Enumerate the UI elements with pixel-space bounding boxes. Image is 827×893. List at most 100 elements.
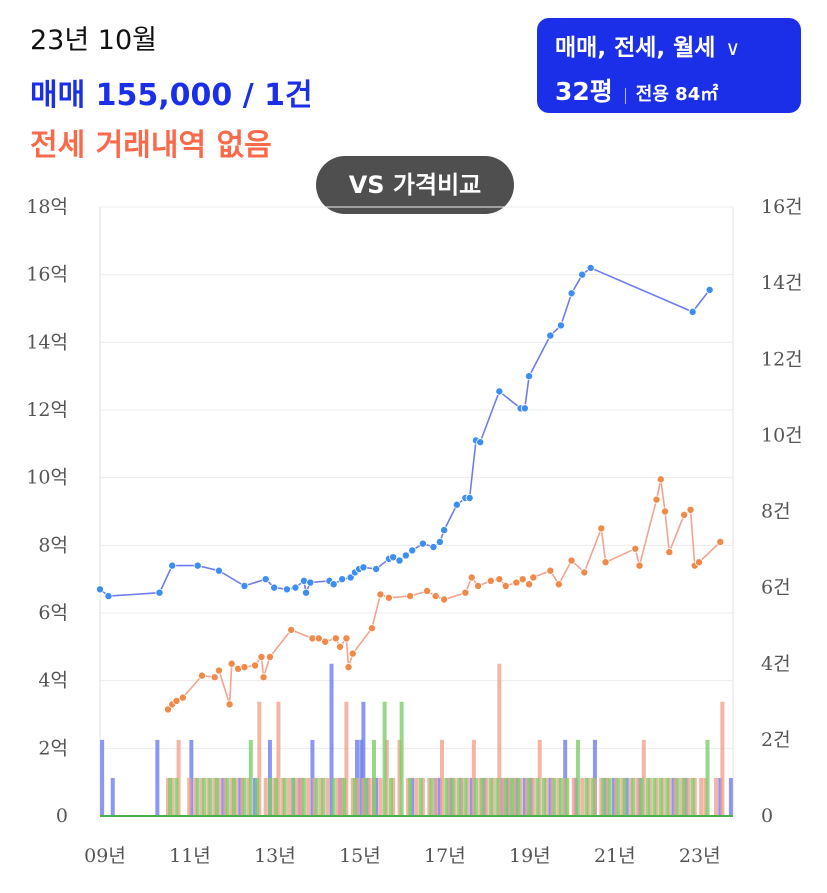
volume-bar	[558, 777, 563, 816]
volume-bar	[206, 777, 211, 816]
volume-bar	[639, 777, 644, 816]
sale-price-point	[395, 556, 404, 565]
x-tick-label: 09년	[84, 845, 126, 867]
volume-bar	[565, 777, 570, 816]
y-left-tick-label: 18억	[26, 196, 68, 218]
volume-bar	[246, 777, 251, 816]
volume-bar	[248, 739, 253, 816]
y-left-tick-label: 14억	[26, 331, 68, 353]
price-compare-button[interactable]: VS 가격비교	[316, 156, 514, 214]
jeonse-price-point	[214, 666, 223, 675]
volume-bar	[714, 777, 719, 816]
volume-bar	[686, 777, 691, 816]
jeonse-price-point	[661, 507, 670, 516]
volume-bar	[703, 777, 708, 816]
volume-bar	[389, 777, 394, 816]
sale-price-line	[99, 266, 711, 597]
volume-bars	[100, 663, 733, 816]
volume-bar	[586, 777, 591, 816]
volume-bar	[155, 739, 160, 816]
sale-price-point	[435, 537, 444, 546]
volume-bar	[612, 777, 617, 816]
volume-bar	[646, 777, 651, 816]
volume-bar	[614, 777, 619, 816]
volume-bar	[601, 777, 606, 816]
volume-bar	[378, 777, 383, 816]
jeonse-price-point	[461, 588, 470, 597]
y-left-tick-label: 12억	[26, 399, 68, 421]
volume-bar	[573, 777, 578, 816]
jeonse-price-point	[601, 558, 610, 567]
volume-bar	[310, 739, 315, 816]
volume-bar	[223, 777, 228, 816]
volume-bar	[331, 777, 336, 816]
volume-bar	[550, 777, 555, 816]
volume-bar	[384, 739, 389, 816]
size-info: 32평 전용 84㎡	[555, 72, 783, 108]
grid	[99, 206, 734, 817]
sale-price-point	[372, 565, 381, 574]
volume-bar	[631, 777, 636, 816]
sale-price-point	[546, 331, 555, 340]
sale-price-point	[306, 578, 315, 587]
jeonse-price-point	[384, 593, 393, 602]
volume-bar	[221, 777, 226, 816]
volume-bar	[399, 701, 404, 816]
volume-bar	[599, 777, 604, 816]
volume-bar	[367, 777, 372, 816]
volume-bar	[338, 777, 343, 816]
y-left-tick-label: 8억	[38, 534, 68, 556]
sale-price-point	[408, 546, 417, 555]
volume-bar	[507, 777, 512, 816]
volume-bar	[456, 777, 461, 816]
y-right-tick-label: 2건	[761, 729, 791, 751]
trade-types: 매매, 전세, 월세 ∨	[555, 28, 783, 62]
jeonse-price-point	[163, 705, 172, 714]
volume-bar	[216, 777, 221, 816]
sale-price-point	[567, 289, 576, 298]
sale-price-point	[302, 588, 311, 597]
volume-bar	[267, 777, 272, 816]
jeonse-price-point	[716, 537, 725, 546]
y-left-tick-label: 16억	[26, 264, 68, 286]
jeonse-price-point	[440, 595, 449, 604]
volume-bar	[654, 777, 659, 816]
sale-price-point	[495, 387, 504, 396]
volume-bar	[529, 777, 534, 816]
sale-price-point	[389, 553, 398, 562]
sale-price-point	[520, 404, 529, 413]
volume-bar	[667, 777, 672, 816]
volume-bar	[473, 777, 478, 816]
volume-bar	[427, 777, 432, 816]
volume-bar	[514, 777, 519, 816]
jeonse-price-point	[431, 592, 440, 601]
y-right-tick-label: 6건	[761, 577, 791, 599]
y-right-tick-label: 0	[761, 805, 773, 827]
jeonse-price-point	[501, 581, 510, 590]
jeonse-price-point	[631, 544, 640, 553]
y-right-tick-label: 16건	[761, 196, 803, 218]
sale-price-point	[688, 307, 697, 316]
volume-bar	[176, 739, 181, 816]
volume-bar	[675, 777, 680, 816]
jeonse-price-point	[314, 634, 323, 643]
volume-bar	[463, 777, 468, 816]
volume-bar	[335, 777, 340, 816]
volume-bar	[439, 739, 444, 816]
y-left-tick-label: 0	[56, 805, 68, 827]
sale-price-point	[270, 583, 279, 592]
volume-bar	[433, 777, 438, 816]
pyeong-label: 32평	[555, 77, 613, 106]
volume-bar	[641, 739, 646, 816]
trade-type-selector[interactable]: 매매, 전세, 월세 ∨ 32평 전용 84㎡	[537, 18, 801, 113]
volume-bar	[607, 777, 612, 816]
volume-bar	[208, 777, 213, 816]
jeonse-price-point	[225, 700, 234, 709]
y-right-tick-label: 14건	[761, 272, 803, 294]
volume-bar	[382, 701, 387, 816]
volume-bar	[321, 777, 326, 816]
volume-bar	[590, 777, 595, 816]
volume-bar	[312, 777, 317, 816]
volume-bar	[174, 777, 179, 816]
jeonse-price-point	[367, 624, 376, 633]
